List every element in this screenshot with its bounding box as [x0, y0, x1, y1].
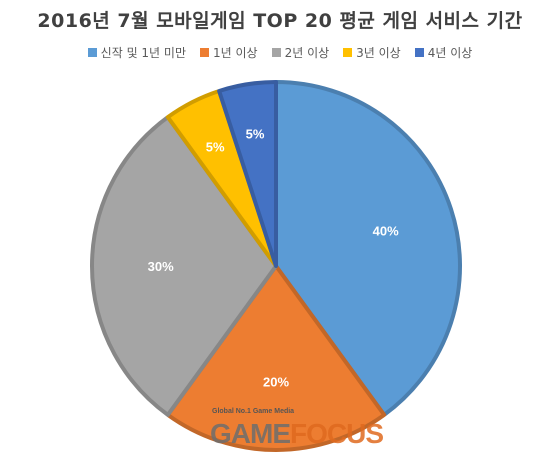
legend-swatch	[414, 48, 424, 57]
slice-label: 30%	[148, 259, 174, 274]
legend-swatch	[343, 48, 353, 57]
watermark-logo: GAMEFOCUS	[210, 418, 384, 450]
legend-item: 3년 이상	[343, 44, 401, 61]
legend-item: 4년 이상	[414, 44, 473, 61]
legend-item: 1년 이상	[200, 44, 258, 61]
legend-label: 2년 이상	[284, 46, 330, 60]
slice-label: 20%	[263, 374, 289, 389]
pie-slice-border	[165, 264, 387, 452]
pie-slice-border	[217, 80, 278, 268]
pie-slice-border	[90, 115, 278, 417]
legend-label: 3년 이상	[356, 46, 401, 60]
watermark-game: GAME	[210, 418, 291, 449]
legend-label: 신작 및 1년 미만	[100, 46, 186, 60]
legend-swatch	[200, 48, 209, 57]
watermark-focus: FOCUS	[290, 418, 384, 449]
legend-swatch	[271, 48, 281, 57]
legend-item: 2년 이상	[271, 44, 330, 61]
legend-label: 4년 이상	[427, 46, 473, 60]
legend-item: 신작 및 1년 미만	[87, 44, 186, 61]
legend-label: 1년 이상	[213, 46, 258, 60]
slice-label: 5%	[206, 140, 225, 155]
legend-swatch	[87, 48, 97, 57]
slice-label: 5%	[246, 127, 265, 142]
chart-legend: 신작 및 1년 미만 1년 이상 2년 이상 3년 이상 4년 이상	[0, 44, 560, 61]
slice-label: 40%	[373, 223, 399, 238]
pie-slice-border	[274, 80, 462, 417]
chart-title: 2016년 7월 모바일게임 TOP 20 평균 게임 서비스 기간	[37, 10, 523, 32]
watermark-tagline: Global No.1 Game Media	[212, 408, 295, 415]
gamefocus-watermark: Global No.1 Game Media GAMEFOCUS	[206, 404, 384, 464]
